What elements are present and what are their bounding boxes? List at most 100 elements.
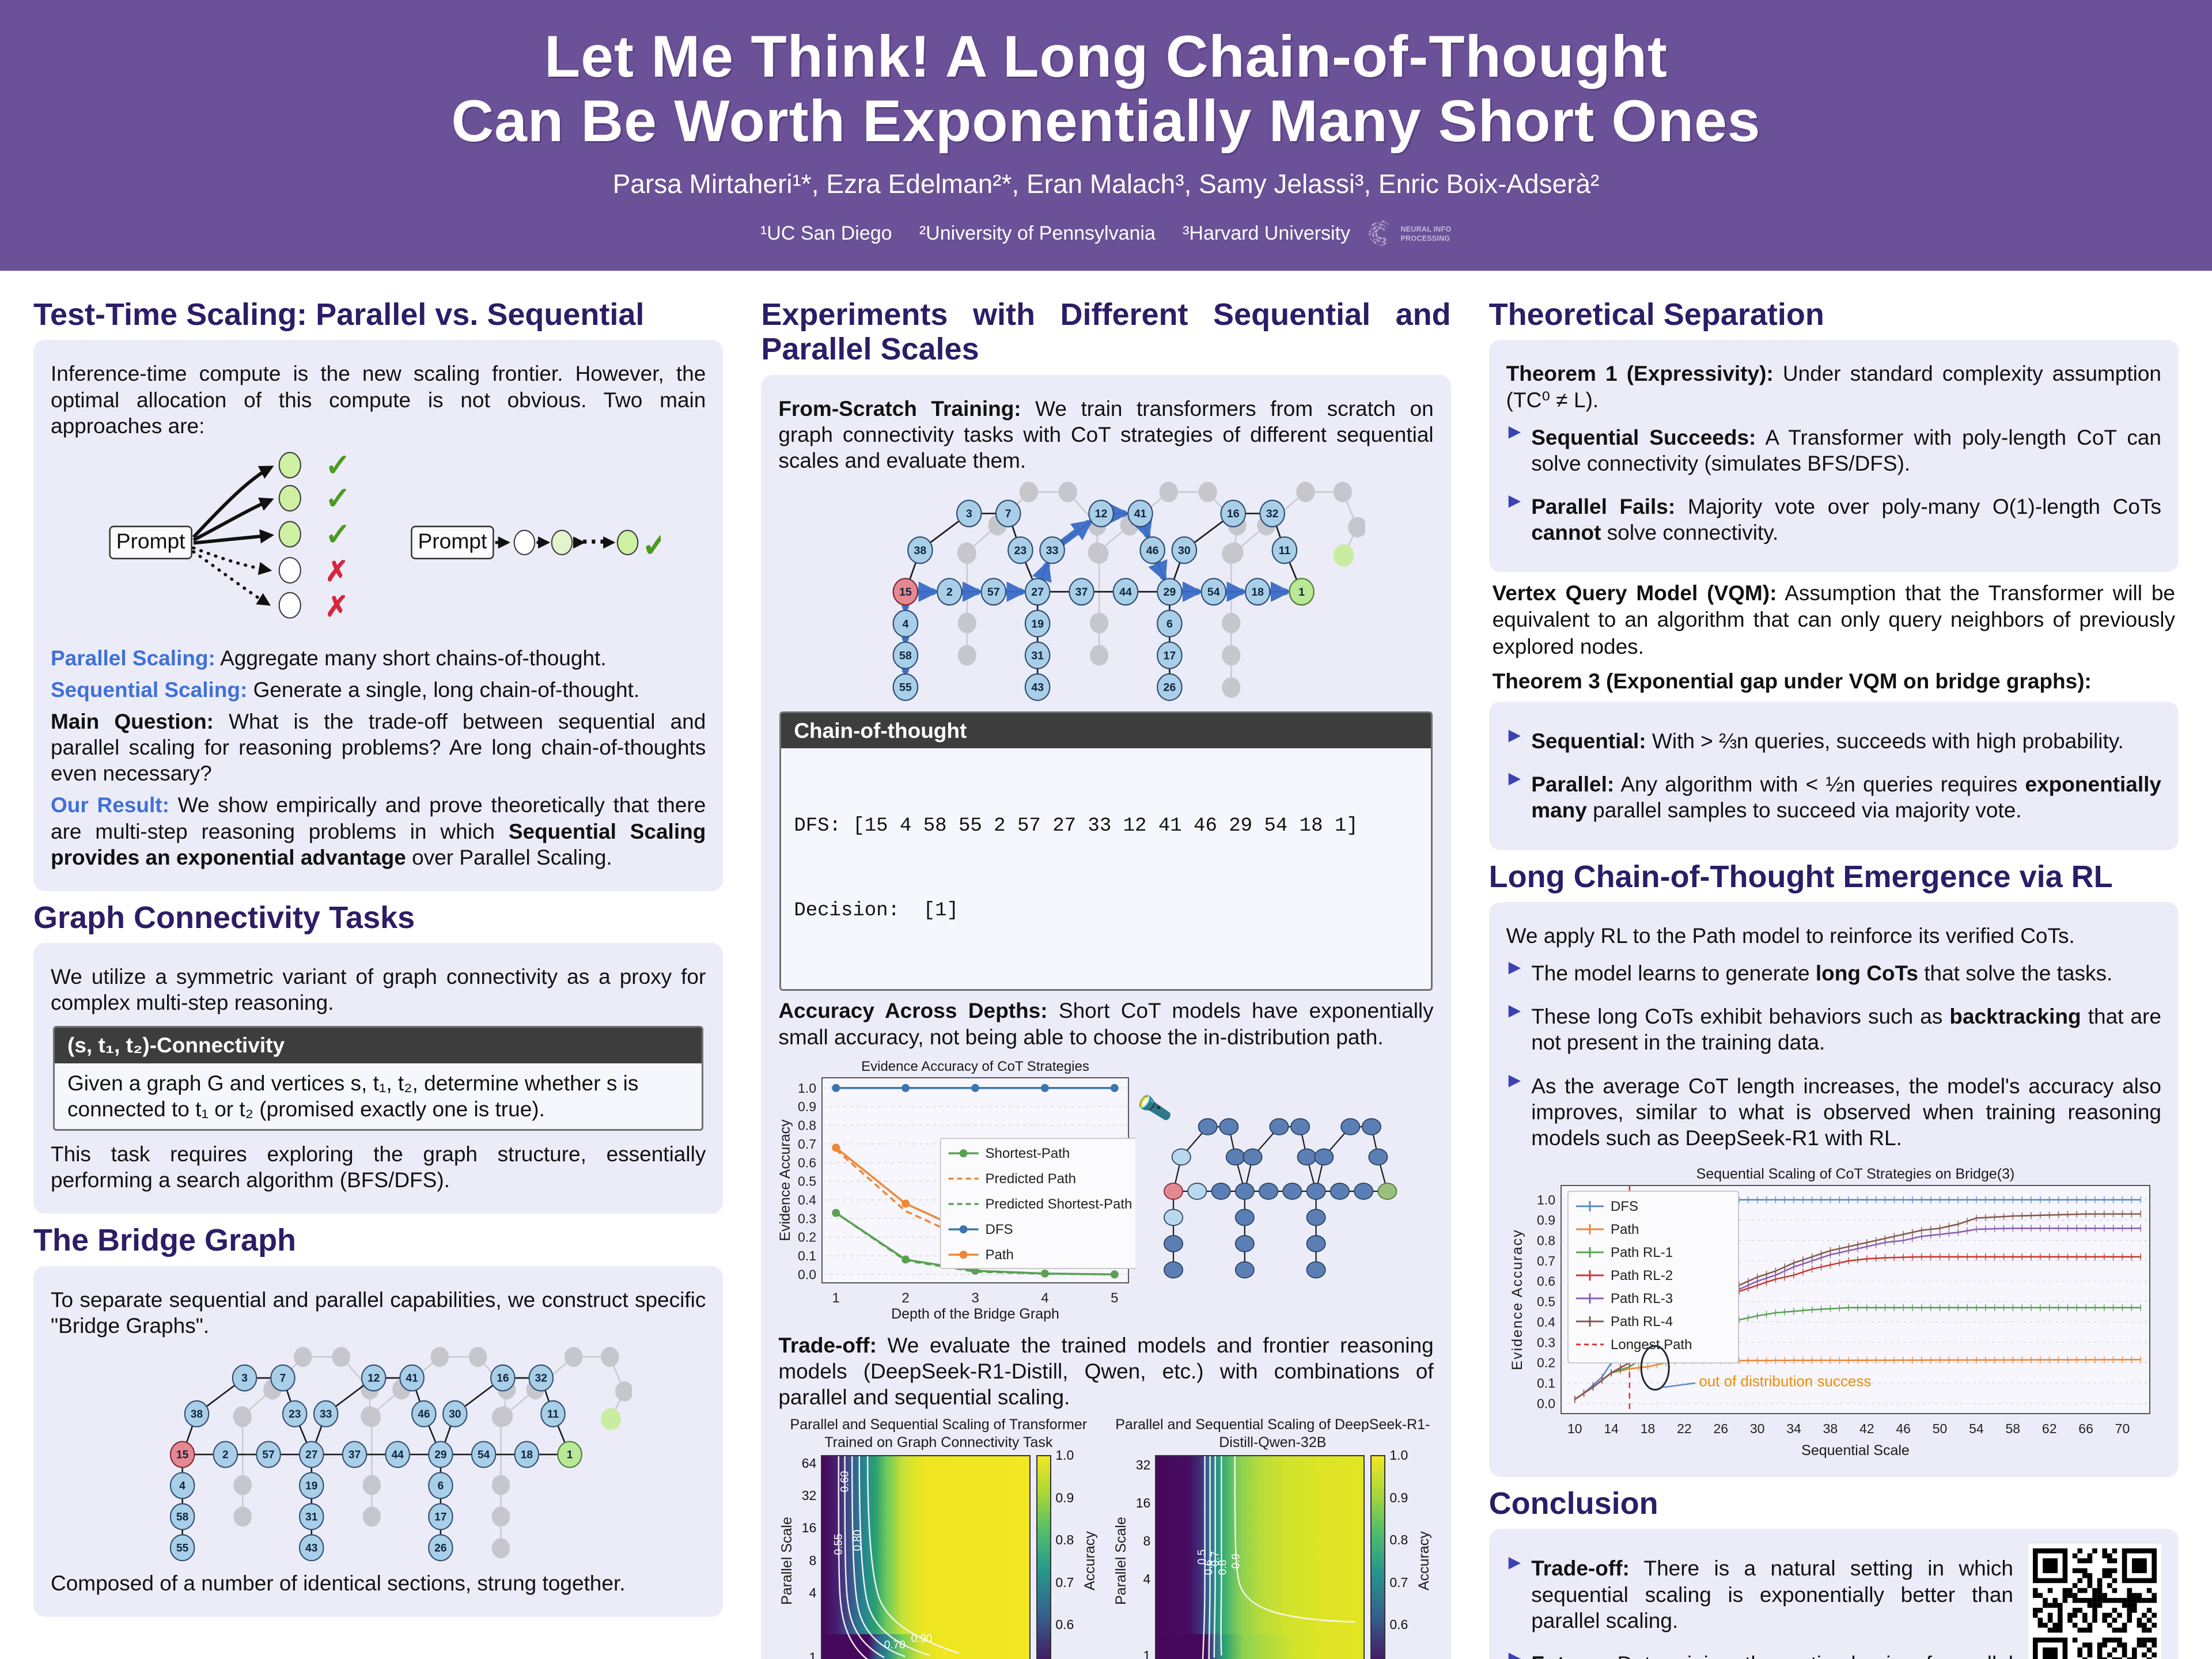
definition-title: (s, t₁, t₂)-Connectivity: [55, 1028, 702, 1063]
neurips-logo-small: NEURAL INFORMATIONPROCESSING SYSTEMS: [1368, 220, 1452, 247]
svg-text:Sequential Scale: Sequential Scale: [1801, 1442, 1910, 1459]
heatmap-plot: 0.5 0.6 0.7 0.8 0.9: [1155, 1455, 1365, 1659]
svg-text:32: 32: [1266, 508, 1279, 521]
svg-text:0.9: 0.9: [798, 1099, 816, 1114]
cot-node-fail: [278, 592, 301, 619]
svg-text:7: 7: [1005, 508, 1012, 521]
svg-text:11: 11: [1279, 544, 1291, 557]
contour-labels: 0.60 0.55 0.80 0.70 0.90: [832, 1471, 933, 1652]
conclusion-tradeoff: ▶ Trade-off: There is a natural setting …: [1509, 1550, 2013, 1639]
flashlight-icon: 🔦: [1135, 1089, 1174, 1126]
chain-of-thought-box: Chain-of-thought DFS: [15 4 58 55 2 57 2…: [779, 711, 1433, 991]
svg-text:44: 44: [1119, 586, 1132, 599]
svg-text:22: 22: [1677, 1421, 1692, 1436]
mini-bridge-wrap: 🔦: [1135, 1089, 1427, 1287]
theorem1-box: Theorem 1 (Expressivity): Under standard…: [1488, 340, 2179, 573]
affiliations: ¹UC San Diego ²University of Pennsylvani…: [760, 222, 1351, 244]
section-heading-experiments: Experiments with Different Sequential an…: [761, 297, 1451, 367]
svg-text:19: 19: [1031, 618, 1044, 631]
colorbar: [1036, 1455, 1052, 1659]
bullet-icon: ▶: [1508, 769, 1521, 787]
svg-text:DFS: DFS: [1611, 1199, 1638, 1214]
svg-text:0.2: 0.2: [1537, 1355, 1555, 1370]
svg-text:Predicted Path: Predicted Path: [986, 1171, 1076, 1187]
check-icon: ✓: [641, 525, 661, 564]
rl-box: We apply RL to the Path model to reinfor…: [1488, 902, 2179, 1477]
y-axis-ticks: 1 4 8 16 32: [1135, 1457, 1151, 1659]
svg-text:41: 41: [406, 1373, 418, 1385]
authors: Parsa Mirtaheri¹*, Ezra Edelman²*, Eran …: [612, 169, 1600, 199]
svg-text:58: 58: [2006, 1421, 2021, 1436]
title-line1: Let Me Think! A Long Chain-of-Thought: [544, 24, 1668, 89]
definition-body: Given a graph G and vertices s, t₁, t₂, …: [67, 1071, 639, 1121]
prompt-box-sequential: [410, 525, 494, 559]
cot-node-success: [278, 521, 301, 548]
svg-text:32: 32: [535, 1373, 547, 1385]
cot-title: Chain-of-thought: [781, 713, 1431, 748]
bullet-icon: ▶: [1508, 1070, 1521, 1089]
svg-text:4: 4: [179, 1480, 185, 1492]
svg-text:54: 54: [1207, 586, 1220, 599]
right-column: Theoretical Separation Theorem 1 (Expres…: [1488, 288, 2179, 1659]
svg-text:38: 38: [1823, 1421, 1838, 1436]
test-time-scaling-box: Inference-time compute is the new scalin…: [33, 340, 724, 891]
rl-bullet-2: ▶ These long CoTs exhibit behaviors such…: [1509, 998, 2161, 1061]
svg-text:58: 58: [176, 1511, 189, 1523]
svg-text:44: 44: [391, 1449, 404, 1461]
vqm-paragraph: Vertex Query Model (VQM): Assumption tha…: [1492, 581, 2175, 658]
y-axis-ticks: 1 4 8 16 32 64: [801, 1456, 817, 1659]
svg-text:3: 3: [972, 1290, 979, 1306]
cot-node-success: [278, 452, 301, 479]
section-heading-test-time-scaling: Test-Time Scaling: Parallel vs. Sequenti…: [33, 297, 645, 332]
seq-node-final: [616, 529, 638, 555]
svg-text:7: 7: [279, 1373, 286, 1385]
depth-figure-row: Evidence Accuracy of CoT Strategies 0.0 0.…: [778, 1056, 1433, 1327]
check-icon: ✓: [325, 448, 351, 483]
svg-text:Sequential Scaling of CoT Stra: Sequential Scaling of CoT Strategies on …: [1696, 1166, 2015, 1182]
svg-text:0.6: 0.6: [1537, 1274, 1555, 1289]
svg-text:42: 42: [1859, 1421, 1874, 1436]
colorbar-ticks: 0.50.60.70.80.91.0: [1055, 1447, 1074, 1633]
svg-text:41: 41: [1134, 508, 1147, 521]
svg-text:0.3: 0.3: [1537, 1335, 1555, 1350]
svg-text:Longest Path: Longest Path: [1611, 1337, 1692, 1353]
evidence-accuracy-chart: Evidence Accuracy of CoT Strategies 0.0 0.…: [778, 1059, 1136, 1322]
theorem-3-heading: Theorem 3 (Exponential gap under VQM on …: [1492, 669, 2092, 693]
svg-text:46: 46: [1896, 1421, 1911, 1436]
svg-text:0.9: 0.9: [1537, 1213, 1555, 1228]
svg-text:29: 29: [434, 1449, 446, 1461]
svg-text:Depth of the Bridge Graph: Depth of the Bridge Graph: [891, 1306, 1059, 1322]
svg-text:37: 37: [1075, 586, 1088, 599]
svg-text:3: 3: [966, 508, 972, 521]
bullet-icon: ▶: [1508, 1553, 1521, 1571]
from-scratch-training: From-Scratch Training: We train transfor…: [778, 396, 1434, 473]
svg-text:10: 10: [1567, 1421, 1582, 1436]
mini-bridge-graph: [1164, 1118, 1397, 1278]
svg-text:0.0: 0.0: [798, 1267, 816, 1282]
svg-text:PROCESSING SYSTEMS: PROCESSING SYSTEMS: [1401, 234, 1452, 243]
svg-text:18: 18: [1251, 586, 1264, 599]
svg-text:0.5: 0.5: [1537, 1294, 1555, 1309]
ellipsis-icon: ⋯: [580, 526, 607, 555]
svg-text:2: 2: [222, 1449, 229, 1461]
theorem3-box: ▶ Sequential: With > ⅔n queries, succeed…: [1488, 702, 2179, 850]
svg-text:43: 43: [305, 1542, 317, 1554]
svg-text:Path RL-4: Path RL-4: [1611, 1314, 1673, 1330]
colorbar: [1370, 1455, 1386, 1659]
bridge-graph-box: To separate sequential and parallel capa…: [33, 1266, 724, 1617]
bullet-icon: ▶: [1508, 958, 1521, 976]
rl-scaling-chart: Sequential Scaling of CoT Strategies on …: [1509, 1166, 2151, 1459]
svg-text:33: 33: [1046, 544, 1059, 557]
bullet-icon: ▶: [1508, 422, 1521, 440]
svg-text:Path: Path: [986, 1247, 1014, 1263]
svg-text:70: 70: [2115, 1421, 2130, 1436]
svg-text:46: 46: [418, 1408, 430, 1421]
svg-text:27: 27: [305, 1449, 317, 1461]
svg-text:Path RL-1: Path RL-1: [1611, 1245, 1673, 1260]
svg-text:66: 66: [2079, 1421, 2094, 1436]
arrow-parallel-5-dotted: [191, 550, 271, 606]
svg-text:0.3: 0.3: [798, 1211, 816, 1226]
svg-text:33: 33: [320, 1408, 332, 1421]
